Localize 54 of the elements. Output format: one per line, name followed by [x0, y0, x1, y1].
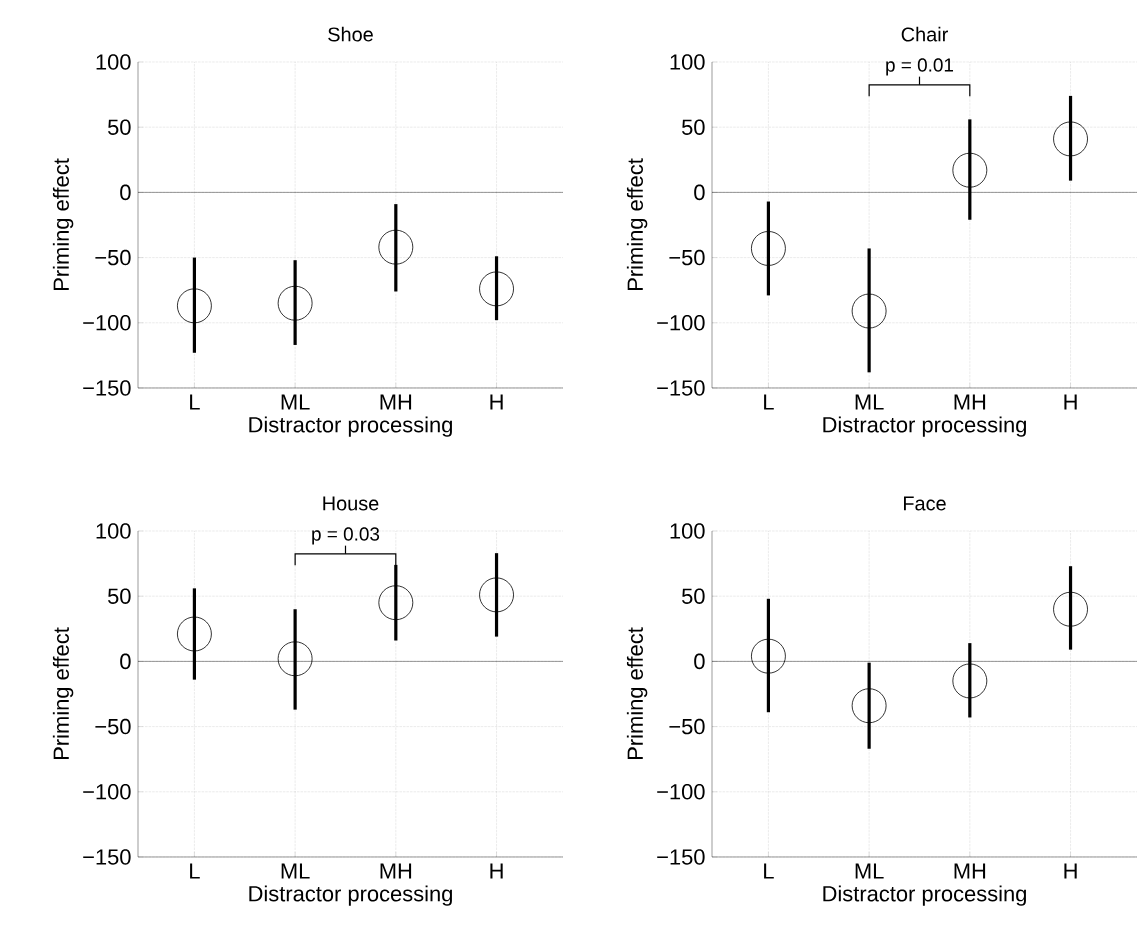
- y-tick-label: 0: [120, 184, 131, 201]
- y-tick-label: 50: [682, 119, 705, 135]
- y-tick-label: −50: [95, 249, 131, 266]
- y-tick-label: 100: [96, 54, 131, 70]
- x-tick-label: L: [764, 863, 774, 879]
- y-tick-label: −100: [83, 784, 131, 800]
- x-tick-label: H: [490, 394, 503, 410]
- y-axis-title: Priming effect: [626, 627, 648, 759]
- x-axis-title: Distractor processing: [823, 885, 1026, 906]
- y-tick-label: 100: [96, 523, 131, 539]
- x-tick-label: H: [490, 863, 503, 879]
- y-tick-label: 50: [107, 119, 131, 135]
- y-tick-label: 0: [120, 653, 131, 670]
- chart-title: House: [323, 496, 379, 511]
- annotation: p = 0.03: [312, 527, 380, 545]
- y-tick-label: −50: [669, 249, 705, 266]
- chart-title: Chair: [901, 26, 948, 42]
- x-tick-label: L: [190, 394, 200, 410]
- x-tick-label: ML: [281, 863, 310, 879]
- y-tick-label: −150: [657, 380, 705, 396]
- y-tick-label: 50: [107, 588, 131, 604]
- y-tick-label: 100: [670, 523, 705, 539]
- y-axis-title: Priming effect: [52, 158, 74, 290]
- x-axis-title: Distractor processing: [249, 885, 452, 906]
- x-tick-label: L: [764, 394, 774, 410]
- y-tick-label: −100: [657, 784, 705, 800]
- x-tick-label: ML: [855, 863, 884, 879]
- y-axis-title: Priming effect: [626, 158, 648, 290]
- y-tick-label: −150: [657, 849, 705, 865]
- y-tick-label: 0: [694, 653, 705, 670]
- y-tick-label: −150: [83, 849, 131, 865]
- x-axis-title: Distractor processing: [823, 416, 1026, 437]
- x-tick-label: MH: [380, 863, 412, 879]
- x-tick-label: MH: [954, 863, 986, 879]
- x-tick-label: MH: [380, 394, 412, 410]
- x-tick-label: ML: [281, 394, 310, 410]
- y-tick-label: −100: [83, 315, 131, 331]
- y-tick-label: 100: [670, 54, 705, 70]
- x-axis-title: Distractor processing: [249, 416, 452, 437]
- annotation: p = 0.01: [886, 58, 954, 76]
- y-tick-label: −50: [669, 718, 705, 735]
- x-tick-label: ML: [855, 394, 884, 410]
- y-tick-label: 50: [682, 588, 705, 604]
- chart-title: Shoe: [328, 26, 373, 42]
- y-tick-label: −100: [657, 315, 705, 331]
- chart-title: Face: [904, 496, 946, 511]
- x-tick-label: H: [1064, 394, 1077, 410]
- y-tick-label: −150: [83, 380, 131, 396]
- y-tick-label: 0: [694, 184, 705, 201]
- x-tick-label: L: [190, 863, 200, 879]
- x-tick-label: H: [1064, 863, 1077, 879]
- x-tick-label: MH: [954, 394, 986, 410]
- y-tick-label: −50: [95, 718, 131, 735]
- y-axis-title: Priming effect: [52, 627, 74, 759]
